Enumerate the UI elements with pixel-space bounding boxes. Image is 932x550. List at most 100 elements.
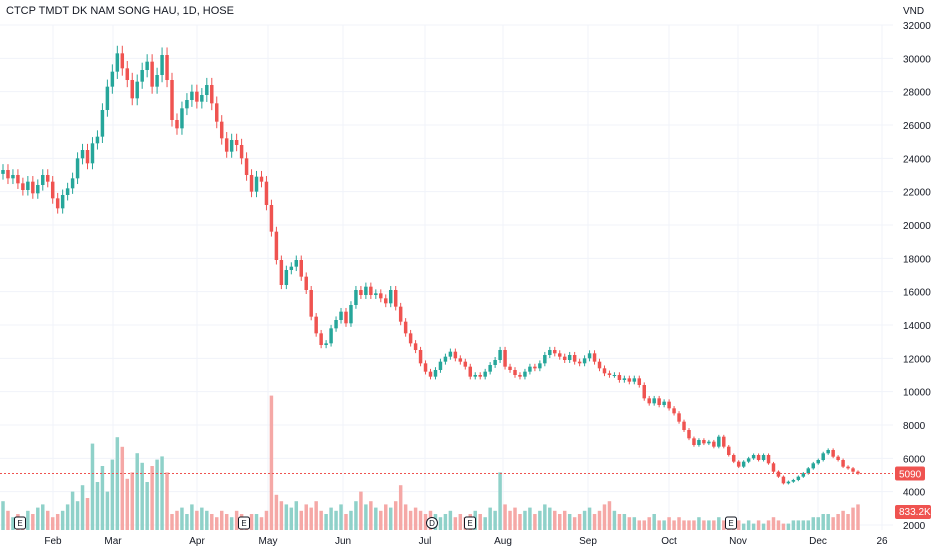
volume-bar [488, 507, 492, 530]
volume-bar [195, 510, 199, 530]
candle-body [543, 355, 547, 364]
event-marker-D[interactable]: D [426, 517, 438, 529]
volume-bar [816, 517, 820, 530]
candle-body [751, 455, 756, 459]
candle-body [831, 450, 835, 457]
candle-body [80, 150, 85, 159]
volume-bar [75, 501, 80, 530]
candle-body [145, 61, 149, 70]
candle-body [463, 361, 468, 367]
candle-body [369, 286, 373, 295]
event-marker-E[interactable]: E [14, 516, 26, 530]
candle-body [1, 170, 5, 174]
volume-badge-bg [895, 505, 931, 519]
candle-body [264, 181, 269, 205]
y-tick-label: 20000 [903, 221, 931, 232]
candle-body [677, 413, 681, 422]
volume-bar [70, 491, 75, 530]
volume-bar [299, 510, 303, 530]
y-tick-label: 8000 [903, 421, 926, 432]
candle-body [349, 305, 353, 324]
volume-bar [562, 510, 567, 530]
volume-bar [806, 520, 811, 530]
candle-body [652, 398, 656, 404]
volume-bar [234, 510, 239, 530]
x-tick-label: Feb [44, 536, 62, 547]
volume-bar [662, 520, 666, 530]
candle-body [667, 401, 671, 409]
candle-body [65, 188, 70, 195]
volume-bar [667, 517, 671, 530]
candle-body [553, 350, 557, 354]
volume-bar [289, 507, 294, 530]
candle-body [279, 260, 284, 285]
candle-body [229, 140, 234, 152]
volume-bar [309, 507, 313, 530]
y-axis: 32000 30000 28000 26000 24000 22000 20000 18000… [903, 21, 931, 532]
candle-body [458, 358, 463, 362]
volume-bar [831, 517, 835, 530]
volume-bar [692, 520, 696, 530]
volume-bar [811, 517, 816, 530]
volume-bar [652, 514, 656, 530]
event-marker-E[interactable]: E [464, 516, 476, 530]
volume-bar [548, 507, 552, 530]
candle-body [398, 306, 403, 322]
candle-body [533, 366, 537, 369]
candle-body [632, 378, 637, 382]
candle-body [70, 178, 75, 189]
event-marker-E[interactable]: E [238, 516, 250, 530]
candle-body [324, 343, 328, 345]
volume-bar [771, 517, 776, 530]
candle-body [130, 80, 134, 99]
volume-bar [657, 520, 661, 530]
candle-body [379, 293, 383, 299]
volume-bar [249, 514, 254, 530]
volume-bar [403, 504, 408, 530]
candle-body [697, 440, 701, 445]
volume-bar [478, 514, 482, 530]
candle-body [155, 75, 159, 87]
volume-bar [180, 507, 184, 530]
x-tick-label: Jun [335, 536, 351, 547]
event-marker-E[interactable]: E [725, 516, 737, 530]
event-label: E [728, 519, 733, 528]
candle-body [567, 355, 572, 360]
candle-body [707, 441, 711, 444]
volume-bar [45, 510, 50, 530]
candle-body [712, 441, 716, 447]
volume-bar [642, 520, 646, 530]
candle-body [125, 68, 130, 80]
volume-bar [259, 517, 264, 530]
volume-bar [533, 514, 537, 530]
candle-body [781, 476, 786, 484]
candle-body [647, 398, 651, 404]
chart-title: CTCP TMDT DK NAM SONG HAU, 1D, HOSE [6, 5, 234, 17]
candle-body [736, 461, 741, 467]
candle-body [45, 175, 50, 182]
candle-body [393, 290, 398, 307]
candle-body [274, 231, 279, 260]
candle-body [682, 421, 686, 430]
candle-body [731, 455, 736, 462]
y-tick-label: 24000 [903, 154, 931, 165]
candle-body [21, 183, 25, 190]
volume-bar [155, 459, 159, 530]
candle-body [403, 321, 408, 334]
volume-bar [359, 491, 363, 530]
volume-bar [150, 466, 154, 530]
last-price-label: 5090 [899, 470, 922, 481]
candle-body [195, 91, 199, 102]
x-tick-label: Oct [661, 536, 677, 547]
candle-body [175, 120, 179, 129]
volume-bar [11, 517, 15, 530]
volume-bar [170, 514, 174, 530]
candle-body [16, 175, 20, 184]
volume-bar [448, 510, 453, 530]
volume-badge: 833.2K [895, 505, 931, 519]
volume-bar [398, 485, 403, 530]
y-tick-label: 30000 [903, 54, 931, 65]
candle-body [95, 136, 100, 144]
